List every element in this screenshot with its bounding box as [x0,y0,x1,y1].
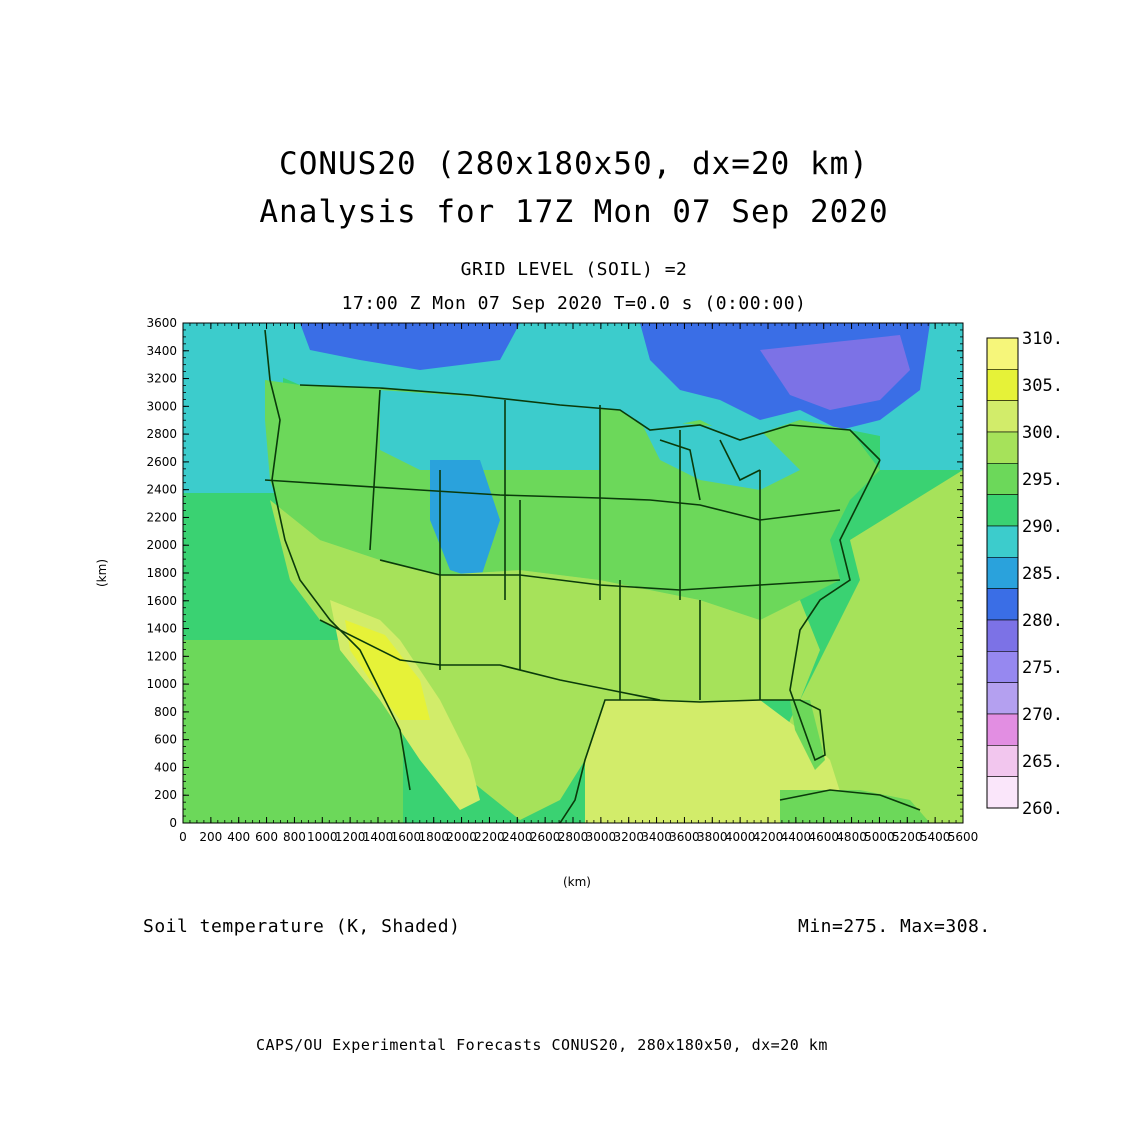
x-tick-label: 5600 [948,830,979,844]
x-tick-label: 2400 [502,830,533,844]
colorbar-swatch [986,713,1019,746]
colorbar-swatch [986,525,1019,558]
y-tick-label: 1000 [146,677,177,691]
y-tick-label: 200 [154,788,177,802]
canada-coldest-region [300,323,520,370]
y-tick-label: 1800 [146,566,177,580]
x-tick-label: 4000 [725,830,756,844]
x-tick-label: 4400 [781,830,812,844]
rockies-cold [430,460,500,580]
x-tick-label: 1600 [391,830,422,844]
colorbar-swatch [986,651,1019,683]
colorbar-label: 280. [1022,611,1063,631]
colorbar-label: 270. [1022,705,1063,725]
x-tick-label: 400 [227,830,250,844]
x-tick-label: 3600 [669,830,700,844]
colorbar-swatch [986,619,1019,652]
colorbar-swatch [986,745,1019,777]
y-axis-label: (km) [95,559,109,587]
y-tick-label: 0 [169,816,177,830]
analysis-title: Analysis for 17Z Mon 07 Sep 2020 [259,194,889,230]
colorbar-swatch [986,682,1019,715]
x-tick-label: 2200 [474,830,505,844]
x-tick-label: 5200 [892,830,923,844]
y-tick-label: 2200 [146,510,177,524]
y-tick-label: 1400 [146,622,177,636]
coastlines [264,329,921,823]
colorbar-label: 260. [1022,799,1063,819]
colorbar-swatch [986,494,1019,527]
footer-credit: CAPS/OU Experimental Forecasts CONUS20, … [256,1036,828,1054]
colorbar-swatch [986,337,1019,370]
colorbar-swatch [986,557,1019,589]
y-tick-label: 1600 [146,594,177,608]
y-tick-label: 3000 [146,399,177,413]
x-tick-label: 4200 [753,830,784,844]
colorbar-swatch [986,588,1019,621]
y-tick-label: 2000 [146,538,177,552]
main-title: CONUS20 (280x180x50, dx=20 km) [279,146,869,182]
x-tick-label: 1400 [363,830,394,844]
x-tick-label: 1800 [418,830,449,844]
colorbar-swatch [986,776,1019,809]
quebec-coldest-region [760,335,910,410]
x-tick-label: 4600 [808,830,839,844]
y-axis: 0 200 400 600 800 1000 1200 1400 1600 1800 2000 220… [146,316,963,830]
y-tick-label: 400 [154,760,177,774]
colorbar-label: 265. [1022,752,1063,772]
x-tick-label: 3800 [697,830,728,844]
x-tick-label: 5400 [920,830,951,844]
y-tick-label: 800 [154,705,177,719]
colorbar-label: 300. [1022,423,1063,443]
x-tick-label: 1200 [335,830,366,844]
x-tick-label: 2600 [530,830,561,844]
florida [790,700,825,770]
x-tick-label: 2800 [558,830,589,844]
y-tick-label: 600 [154,733,177,747]
colorbar-label: 285. [1022,564,1063,584]
northern-plains-cool [380,390,600,470]
x-tick-label: 200 [199,830,222,844]
x-tick-label: 800 [283,830,306,844]
us-land-south [270,500,820,820]
colorbar-frame [986,337,1019,809]
variable-label: Soil temperature (K, Shaded) [143,916,461,937]
valid-time-label: 17:00 Z Mon 07 Sep 2020 T=0.0 s (0:00:00… [341,293,807,314]
x-tick-label: 3000 [586,830,617,844]
y-tick-label: 3200 [146,372,177,386]
grid-level-label: GRID LEVEL (SOIL) =2 [460,259,688,280]
colorbar-swatch [986,431,1019,464]
y-tick-label: 1200 [146,649,177,663]
y-tick-label: 2400 [146,483,177,497]
colorbar-label: 310. [1022,329,1063,349]
x-axis-label: (km) [563,875,591,889]
colorbar-swatch [986,369,1019,401]
colorbar-swatch [986,400,1019,433]
x-axis: 0 200 400 600 800 100012001400160018002000220… [179,323,978,844]
colorbar-label: 275. [1022,658,1063,678]
colorbar-label: 305. [1022,376,1063,396]
colorbar-label: 295. [1022,470,1063,490]
x-tick-label: 3400 [641,830,672,844]
colorbar-label: 290. [1022,517,1063,537]
x-tick-label: 4800 [836,830,867,844]
y-tick-label: 3400 [146,344,177,358]
x-tick-label: 0 [179,830,187,844]
x-tick-label: 1000 [307,830,338,844]
x-tick-label: 2000 [446,830,477,844]
y-tick-label: 2600 [146,455,177,469]
soil-temperature-map [183,323,963,823]
x-tick-label: 3200 [613,830,644,844]
caribbean [780,790,930,823]
x-tick-label: 5000 [864,830,895,844]
sonoran-desert-hottest [345,620,430,720]
x-tick-label: 600 [255,830,278,844]
min-max-label: Min=275. Max=308. [798,916,991,937]
y-tick-label: 3600 [146,316,177,330]
y-tick-label: 2800 [146,427,177,441]
colorbar: 310. 305. 300. 295. 290. 285. 280. 275. 270. 265.… [986,329,1063,819]
colorbar-swatch [986,463,1019,495]
